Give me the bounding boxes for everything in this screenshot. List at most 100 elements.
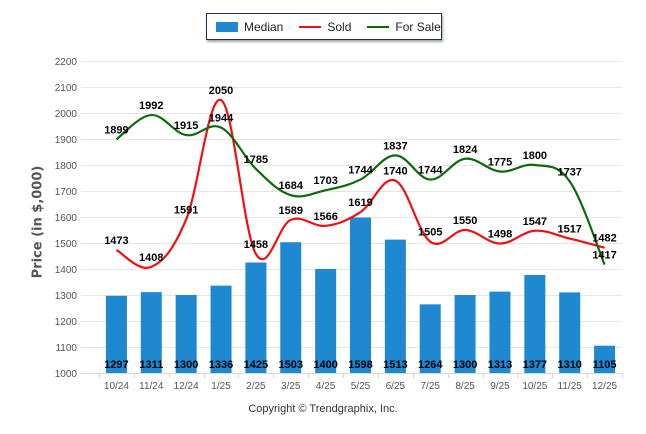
sold-point-label: 1550: [453, 215, 477, 227]
for-sale-point-label: 1837: [383, 140, 407, 152]
for-sale-point-label: 1785: [244, 154, 268, 166]
median-bar[interactable]: [210, 285, 232, 373]
legend-item-for-sale[interactable]: For Sale: [367, 19, 441, 34]
x-axis: 10/24 11/24 12/24 1/25 2/25 3/25 4/25 5/25 6/25 7…: [81, 373, 623, 392]
data-labels: 1297 1311 1300 1336 1425 1503 1400 1598 1513 1264…: [104, 85, 617, 371]
median-bar[interactable]: [280, 242, 302, 373]
median-bar-label: 1313: [488, 359, 512, 371]
median-bar[interactable]: [140, 292, 162, 373]
x-tick-label: 2/25: [246, 381, 266, 392]
sold-point-label: 1482: [592, 233, 616, 245]
x-tick-label: 4/25: [316, 381, 336, 392]
median-bar-label: 1297: [104, 359, 128, 371]
median-bar[interactable]: [384, 239, 406, 373]
median-bars: [105, 217, 616, 374]
y-tick-label: 1800: [55, 161, 78, 172]
median-bar[interactable]: [454, 295, 476, 373]
sold-point-label: 1473: [104, 235, 128, 247]
for-sale-point-label: 1684: [279, 180, 304, 192]
x-tick-label: 12/24: [174, 381, 199, 392]
x-tick-label: 10/24: [104, 381, 129, 392]
y-tick-label: 1700: [55, 187, 78, 198]
for-sale-swatch-icon: [367, 25, 390, 28]
copyright-text: Copyright © Trendgraphix, Inc.: [248, 403, 398, 415]
sold-point-label: 1740: [383, 166, 407, 178]
sold-point-label: 1619: [348, 197, 372, 209]
for-sale-point-label: 1824: [453, 144, 478, 156]
y-tick-label: 1900: [55, 135, 78, 146]
y-tick-label: 1400: [55, 265, 78, 276]
median-bar-label: 1264: [418, 359, 443, 371]
median-bar[interactable]: [489, 291, 511, 373]
median-bar-label: 1425: [244, 359, 268, 371]
median-bar[interactable]: [175, 295, 197, 373]
median-bar-label: 1513: [383, 359, 407, 371]
y-tick-label: 1100: [55, 343, 77, 354]
for-sale-point-label: 1915: [174, 120, 198, 132]
median-bar-label: 1377: [523, 359, 547, 371]
median-bar[interactable]: [559, 292, 581, 373]
sold-point-label: 1591: [174, 204, 198, 216]
y-axis-title: Price (in $,000): [30, 165, 46, 279]
legend-item-sold[interactable]: Sold: [299, 20, 351, 34]
x-tick-label: 1/25: [211, 381, 231, 392]
sold-line[interactable]: [115, 98, 605, 269]
sold-point-label: 1517: [557, 224, 581, 236]
sold-point-label: 1458: [244, 239, 268, 251]
sold-point-label: 2050: [209, 85, 233, 97]
median-bar-label: 1400: [313, 359, 337, 371]
for-sale-point-label: 1417: [592, 250, 616, 262]
median-bar-label: 1300: [453, 359, 477, 371]
x-tick-label: 10/25: [522, 381, 547, 392]
for-sale-point-label: 1737: [557, 166, 581, 178]
median-bar[interactable]: [594, 345, 616, 373]
x-tick-label: 11/24: [139, 381, 164, 392]
for-sale-point-label: 1899: [104, 124, 128, 136]
y-tick-label: 1600: [55, 213, 78, 224]
for-sale-point-label: 1800: [523, 150, 547, 162]
x-tick-label: 8/25: [455, 381, 475, 392]
median-bar[interactable]: [350, 217, 371, 373]
median-bar-label: 1105: [593, 359, 617, 371]
legend-label-for-sale: For Sale: [395, 19, 441, 34]
legend-item-median[interactable]: Median: [216, 20, 283, 34]
sold-point-label: 1566: [313, 211, 337, 223]
x-tick-label: 9/25: [490, 381, 510, 392]
for-sale-point-label: 1744: [418, 165, 443, 177]
median-bar-label: 1311: [139, 359, 163, 371]
median-bar[interactable]: [245, 262, 267, 374]
y-tick-label: 2100: [55, 83, 78, 94]
sold-point-label: 1498: [488, 229, 512, 241]
y-tick-label: 1000: [55, 369, 78, 380]
median-bar-label: 1336: [209, 359, 233, 371]
x-tick-label: 5/25: [351, 381, 371, 392]
legend: Median Sold For Sale: [206, 13, 442, 40]
median-bar-label: 1300: [174, 359, 198, 371]
for-sale-point-label: 1703: [313, 175, 337, 187]
x-tick-label: 12/25: [592, 381, 617, 392]
for-sale-point-label: 1744: [348, 165, 373, 177]
x-tick-label: 3/25: [281, 381, 301, 392]
median-swatch-icon: [216, 21, 238, 32]
median-bar-label: 1598: [348, 359, 372, 371]
for-sale-line[interactable]: [115, 113, 606, 266]
y-tick-label: 2200: [55, 57, 78, 68]
for-sale-point-label: 1944: [209, 113, 234, 125]
y-tick-label: 1300: [55, 291, 78, 302]
legend-label-sold: Sold: [327, 19, 352, 34]
for-sale-point-label: 1992: [139, 100, 163, 112]
sold-point-label: 1589: [279, 205, 303, 217]
x-tick-label: 11/25: [558, 381, 583, 392]
legend-label-median: Median: [244, 19, 284, 34]
median-bar[interactable]: [524, 274, 546, 373]
median-bar[interactable]: [315, 269, 337, 373]
median-bar[interactable]: [105, 295, 127, 373]
median-bar-label: 1503: [279, 359, 303, 371]
x-tick-label: 6/25: [386, 381, 406, 392]
sold-point-label: 1408: [139, 252, 163, 264]
for-sale-point-label: 1775: [488, 157, 512, 169]
median-bar[interactable]: [419, 304, 441, 373]
y-tick-label: 1500: [55, 239, 78, 250]
x-tick-label: 7/25: [420, 381, 440, 392]
